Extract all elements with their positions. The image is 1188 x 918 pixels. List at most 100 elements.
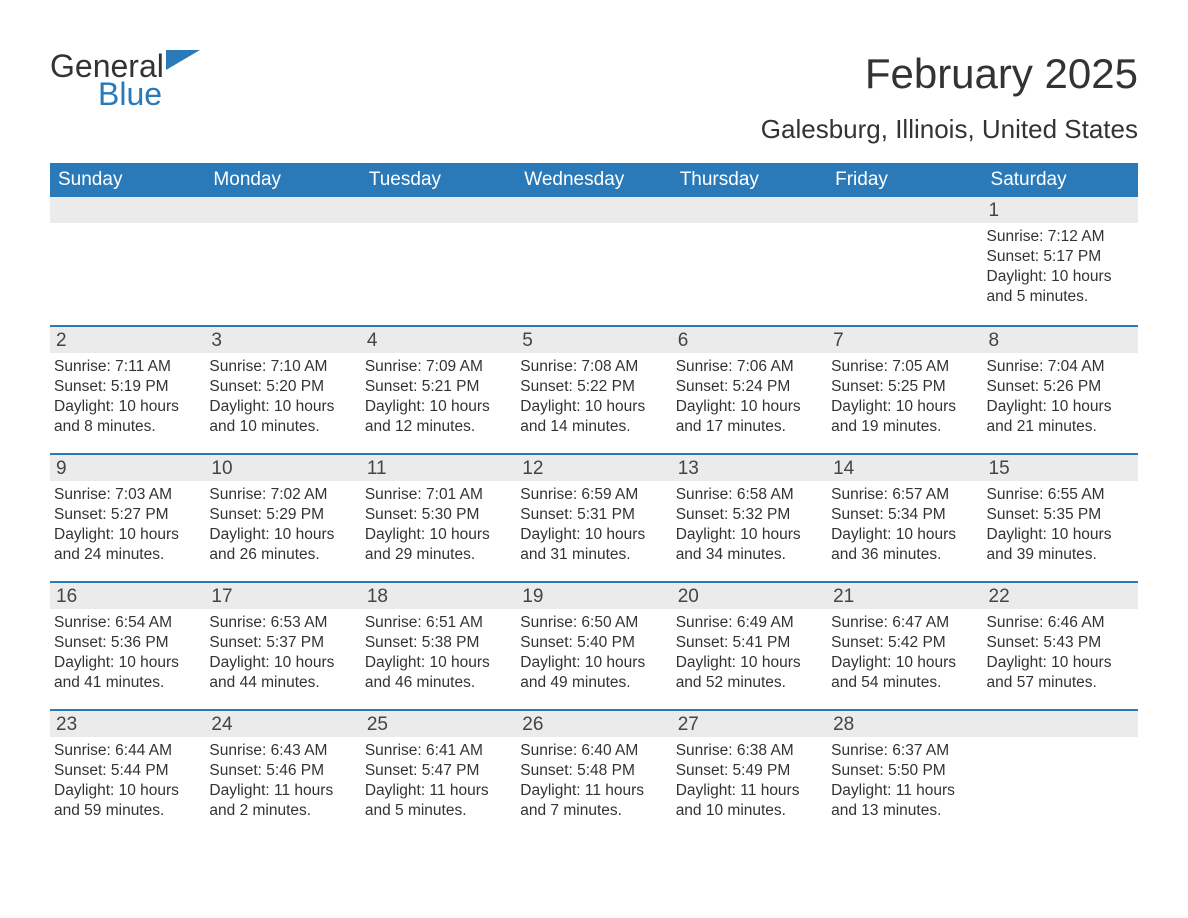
day-number <box>205 197 360 223</box>
daylight-text: Daylight: 11 hours <box>520 781 667 801</box>
daylight-text: Daylight: 10 hours <box>676 653 823 673</box>
daylight-text: and 5 minutes. <box>987 287 1134 307</box>
day-number: 6 <box>672 327 827 353</box>
day-cell: 8Sunrise: 7:04 AMSunset: 5:26 PMDaylight… <box>983 327 1138 453</box>
daylight-text: and 10 minutes. <box>676 801 823 821</box>
daylight-text: Daylight: 10 hours <box>987 653 1134 673</box>
day-cell: 18Sunrise: 6:51 AMSunset: 5:38 PMDayligh… <box>361 583 516 709</box>
daylight-text: Daylight: 10 hours <box>209 525 356 545</box>
daylight-text: and 36 minutes. <box>831 545 978 565</box>
daylight-text: Daylight: 10 hours <box>365 397 512 417</box>
day-cell: 15Sunrise: 6:55 AMSunset: 5:35 PMDayligh… <box>983 455 1138 581</box>
daylight-text: Daylight: 10 hours <box>54 653 201 673</box>
day-cell: 25Sunrise: 6:41 AMSunset: 5:47 PMDayligh… <box>361 711 516 837</box>
daylight-text: and 8 minutes. <box>54 417 201 437</box>
daylight-text: and 34 minutes. <box>676 545 823 565</box>
day-number: 17 <box>205 583 360 609</box>
sunset-text: Sunset: 5:22 PM <box>520 377 667 397</box>
daylight-text: and 10 minutes. <box>209 417 356 437</box>
daylight-text: and 39 minutes. <box>987 545 1134 565</box>
day-number: 1 <box>983 197 1138 223</box>
day-cell: 16Sunrise: 6:54 AMSunset: 5:36 PMDayligh… <box>50 583 205 709</box>
daylight-text: Daylight: 10 hours <box>365 653 512 673</box>
daylight-text: Daylight: 11 hours <box>676 781 823 801</box>
daylight-text: and 14 minutes. <box>520 417 667 437</box>
sunrise-text: Sunrise: 7:09 AM <box>365 357 512 377</box>
title-block: February 2025 Galesburg, Illinois, Unite… <box>761 50 1138 153</box>
day-cell <box>672 197 827 325</box>
sunrise-text: Sunrise: 6:51 AM <box>365 613 512 633</box>
day-number: 16 <box>50 583 205 609</box>
daylight-text: and 41 minutes. <box>54 673 201 693</box>
sunset-text: Sunset: 5:20 PM <box>209 377 356 397</box>
day-number: 15 <box>983 455 1138 481</box>
daylight-text: Daylight: 10 hours <box>54 525 201 545</box>
sunrise-text: Sunrise: 6:50 AM <box>520 613 667 633</box>
sunrise-text: Sunrise: 7:01 AM <box>365 485 512 505</box>
sunset-text: Sunset: 5:30 PM <box>365 505 512 525</box>
sunset-text: Sunset: 5:29 PM <box>209 505 356 525</box>
day-cell: 27Sunrise: 6:38 AMSunset: 5:49 PMDayligh… <box>672 711 827 837</box>
daylight-text: Daylight: 11 hours <box>209 781 356 801</box>
day-cell: 9Sunrise: 7:03 AMSunset: 5:27 PMDaylight… <box>50 455 205 581</box>
sunset-text: Sunset: 5:24 PM <box>676 377 823 397</box>
weekday-header: Sunday <box>50 163 205 197</box>
day-number <box>827 197 982 223</box>
day-cell: 20Sunrise: 6:49 AMSunset: 5:41 PMDayligh… <box>672 583 827 709</box>
weekday-header: Friday <box>827 163 982 197</box>
logo-flag-icon <box>166 50 200 76</box>
day-number <box>983 711 1138 737</box>
daylight-text: Daylight: 10 hours <box>54 397 201 417</box>
day-cell <box>983 711 1138 837</box>
day-number <box>516 197 671 223</box>
day-number: 8 <box>983 327 1138 353</box>
sunrise-text: Sunrise: 6:40 AM <box>520 741 667 761</box>
day-number: 25 <box>361 711 516 737</box>
week-row: 23Sunrise: 6:44 AMSunset: 5:44 PMDayligh… <box>50 709 1138 837</box>
daylight-text: and 57 minutes. <box>987 673 1134 693</box>
day-number: 26 <box>516 711 671 737</box>
sunset-text: Sunset: 5:38 PM <box>365 633 512 653</box>
day-cell: 11Sunrise: 7:01 AMSunset: 5:30 PMDayligh… <box>361 455 516 581</box>
sunset-text: Sunset: 5:41 PM <box>676 633 823 653</box>
daylight-text: and 21 minutes. <box>987 417 1134 437</box>
daylight-text: and 17 minutes. <box>676 417 823 437</box>
daylight-text: Daylight: 10 hours <box>831 397 978 417</box>
weekday-header: Thursday <box>672 163 827 197</box>
daylight-text: and 31 minutes. <box>520 545 667 565</box>
day-cell: 13Sunrise: 6:58 AMSunset: 5:32 PMDayligh… <box>672 455 827 581</box>
sunrise-text: Sunrise: 6:41 AM <box>365 741 512 761</box>
sunset-text: Sunset: 5:25 PM <box>831 377 978 397</box>
sunrise-text: Sunrise: 6:44 AM <box>54 741 201 761</box>
day-cell: 5Sunrise: 7:08 AMSunset: 5:22 PMDaylight… <box>516 327 671 453</box>
day-number: 9 <box>50 455 205 481</box>
daylight-text: and 49 minutes. <box>520 673 667 693</box>
daylight-text: Daylight: 10 hours <box>209 397 356 417</box>
sunrise-text: Sunrise: 7:08 AM <box>520 357 667 377</box>
daylight-text: and 24 minutes. <box>54 545 201 565</box>
day-cell: 19Sunrise: 6:50 AMSunset: 5:40 PMDayligh… <box>516 583 671 709</box>
daylight-text: and 46 minutes. <box>365 673 512 693</box>
daylight-text: and 7 minutes. <box>520 801 667 821</box>
daylight-text: Daylight: 10 hours <box>831 653 978 673</box>
week-row: 1Sunrise: 7:12 AMSunset: 5:17 PMDaylight… <box>50 197 1138 325</box>
daylight-text: and 52 minutes. <box>676 673 823 693</box>
daylight-text: Daylight: 10 hours <box>676 525 823 545</box>
day-cell <box>50 197 205 325</box>
daylight-text: Daylight: 11 hours <box>365 781 512 801</box>
sunrise-text: Sunrise: 6:57 AM <box>831 485 978 505</box>
day-cell: 21Sunrise: 6:47 AMSunset: 5:42 PMDayligh… <box>827 583 982 709</box>
daylight-text: and 12 minutes. <box>365 417 512 437</box>
logo: General Blue <box>50 50 200 110</box>
sunrise-text: Sunrise: 7:10 AM <box>209 357 356 377</box>
day-cell: 10Sunrise: 7:02 AMSunset: 5:29 PMDayligh… <box>205 455 360 581</box>
sunset-text: Sunset: 5:46 PM <box>209 761 356 781</box>
sunset-text: Sunset: 5:19 PM <box>54 377 201 397</box>
day-cell: 22Sunrise: 6:46 AMSunset: 5:43 PMDayligh… <box>983 583 1138 709</box>
sunrise-text: Sunrise: 7:12 AM <box>987 227 1134 247</box>
weekday-header: Saturday <box>983 163 1138 197</box>
sunrise-text: Sunrise: 7:11 AM <box>54 357 201 377</box>
day-cell: 14Sunrise: 6:57 AMSunset: 5:34 PMDayligh… <box>827 455 982 581</box>
sunrise-text: Sunrise: 7:02 AM <box>209 485 356 505</box>
daylight-text: Daylight: 11 hours <box>831 781 978 801</box>
